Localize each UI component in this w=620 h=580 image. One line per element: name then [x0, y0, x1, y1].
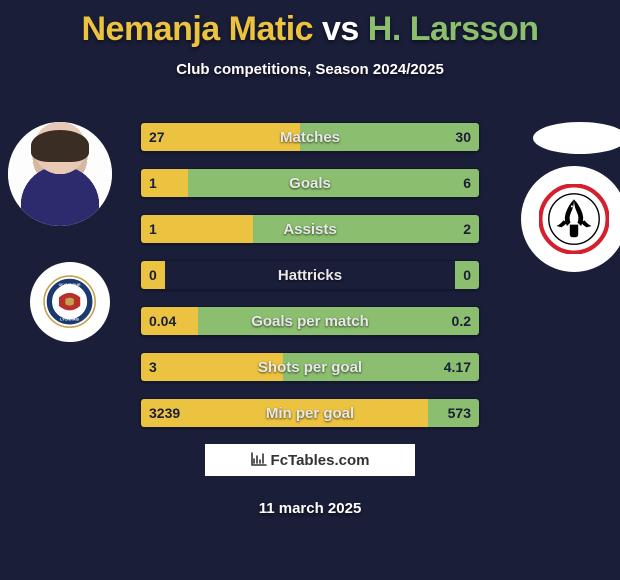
player2-avatar: [533, 122, 620, 154]
bar-value-right: 0.2: [452, 307, 471, 335]
stat-bar-assists: Assists1 2: [140, 214, 480, 244]
date-text: 11 march 2025: [0, 500, 620, 517]
svg-text:LYONNAIS: LYONNAIS: [61, 318, 80, 322]
player2-name: H. Larsson: [368, 10, 539, 48]
stat-bar-goals-per-match: Goals per match0.04 0.2: [140, 306, 480, 336]
bar-value-left: 0.04: [149, 307, 176, 335]
lyon-badge-icon: OLYMPIQUE LYONNAIS: [43, 275, 96, 328]
stat-bar-matches: Matches27 30: [140, 122, 480, 152]
player2-club-badge: [521, 166, 620, 272]
bar-label: Assists: [141, 215, 479, 243]
bar-value-right: 0: [463, 261, 471, 289]
bar-value-left: 3239: [149, 399, 180, 427]
stat-bar-shots-per-goal: Shots per goal3 4.17: [140, 352, 480, 382]
bar-value-left: 0: [149, 261, 157, 289]
bar-value-right: 6: [463, 169, 471, 197]
logo-text: FcTables.com: [271, 452, 370, 469]
bar-label: Goals: [141, 169, 479, 197]
bar-label: Hattricks: [141, 261, 479, 289]
stat-bar-min-per-goal: Min per goal3239 573: [140, 398, 480, 428]
stat-bar-goals: Goals1 6: [140, 168, 480, 198]
player1-club-badge: OLYMPIQUE LYONNAIS: [30, 262, 110, 342]
bar-value-right: 4.17: [444, 353, 471, 381]
bar-label: Shots per goal: [141, 353, 479, 381]
page-title: Nemanja Matic vs H. Larsson: [0, 0, 620, 49]
bar-label: Min per goal: [141, 399, 479, 427]
bar-value-right: 30: [455, 123, 471, 151]
bar-value-left: 3: [149, 353, 157, 381]
subtitle: Club competitions, Season 2024/2025: [0, 61, 620, 78]
frankfurt-badge-icon: [539, 184, 609, 254]
bar-value-right: 2: [463, 215, 471, 243]
bar-label: Matches: [141, 123, 479, 151]
logo-box[interactable]: FcTables.com: [205, 444, 415, 476]
bar-value-left: 1: [149, 169, 157, 197]
bar-value-left: 27: [149, 123, 165, 151]
vs-text: vs: [313, 10, 368, 48]
bar-label: Goals per match: [141, 307, 479, 335]
player1-name: Nemanja Matic: [81, 10, 313, 48]
stat-bar-hattricks: Hattricks0 0: [140, 260, 480, 290]
player1-avatar: [8, 122, 112, 226]
bar-value-left: 1: [149, 215, 157, 243]
bar-value-right: 573: [448, 399, 471, 427]
svg-text:OLYMPIQUE: OLYMPIQUE: [59, 284, 81, 288]
chart-icon: [251, 452, 267, 469]
stats-bars: Matches2730Goals16Assists12Hattricks00Go…: [140, 122, 480, 428]
